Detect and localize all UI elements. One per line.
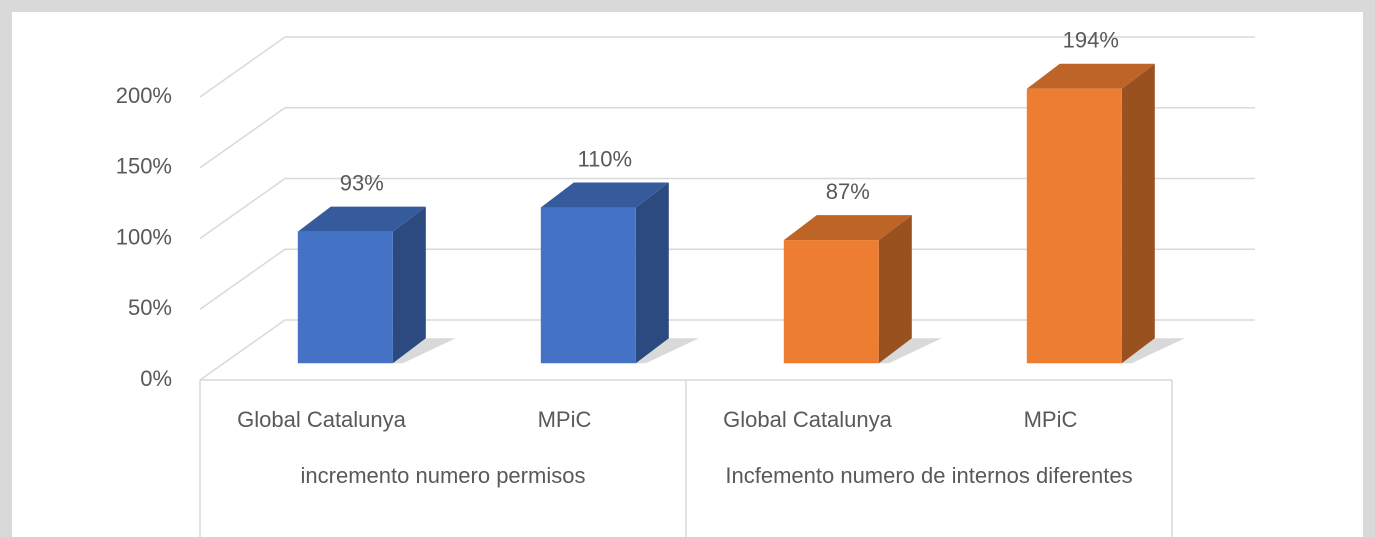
x-tick-label: Global Catalunya bbox=[723, 407, 893, 432]
bar bbox=[297, 231, 393, 364]
grid-line bbox=[199, 248, 1255, 310]
y-tick-label: 200% bbox=[116, 83, 172, 108]
group-label-text: incremento numero permisos bbox=[300, 463, 586, 488]
grid-line bbox=[199, 107, 1255, 169]
x-tick-label: MPiC bbox=[1024, 407, 1078, 432]
bar-top bbox=[540, 182, 669, 208]
x-tick-label: MPiC bbox=[538, 407, 592, 432]
bar-side bbox=[635, 182, 669, 364]
bar-side bbox=[1121, 63, 1155, 364]
bar-side bbox=[392, 206, 426, 364]
data-label: 87% bbox=[826, 179, 870, 204]
grid-line bbox=[199, 36, 1255, 98]
data-label: 93% bbox=[340, 170, 384, 195]
y-tick-label: 150% bbox=[116, 154, 172, 179]
group-label: Incfemento numero de internos diferentes bbox=[686, 458, 1172, 494]
data-label: 110% bbox=[577, 146, 632, 171]
grid-line bbox=[199, 319, 1255, 381]
bar-side bbox=[878, 215, 912, 364]
bar-top bbox=[783, 215, 912, 241]
bar bbox=[540, 207, 636, 364]
bar bbox=[783, 240, 879, 364]
x-tick-label: Global Catalunya bbox=[237, 407, 407, 432]
y-tick-label: 0% bbox=[140, 366, 172, 391]
y-tick-label: 100% bbox=[116, 224, 172, 249]
grid-line bbox=[199, 177, 1255, 240]
bar-top bbox=[297, 206, 426, 232]
y-tick-label: 50% bbox=[128, 295, 172, 320]
bar-top bbox=[1026, 63, 1155, 89]
bar bbox=[1026, 88, 1122, 364]
group-label-text: Incfemento numero de internos diferentes bbox=[725, 463, 1133, 488]
data-label: 194% bbox=[1063, 28, 1119, 53]
group-label: incremento numero permisos bbox=[200, 458, 686, 494]
